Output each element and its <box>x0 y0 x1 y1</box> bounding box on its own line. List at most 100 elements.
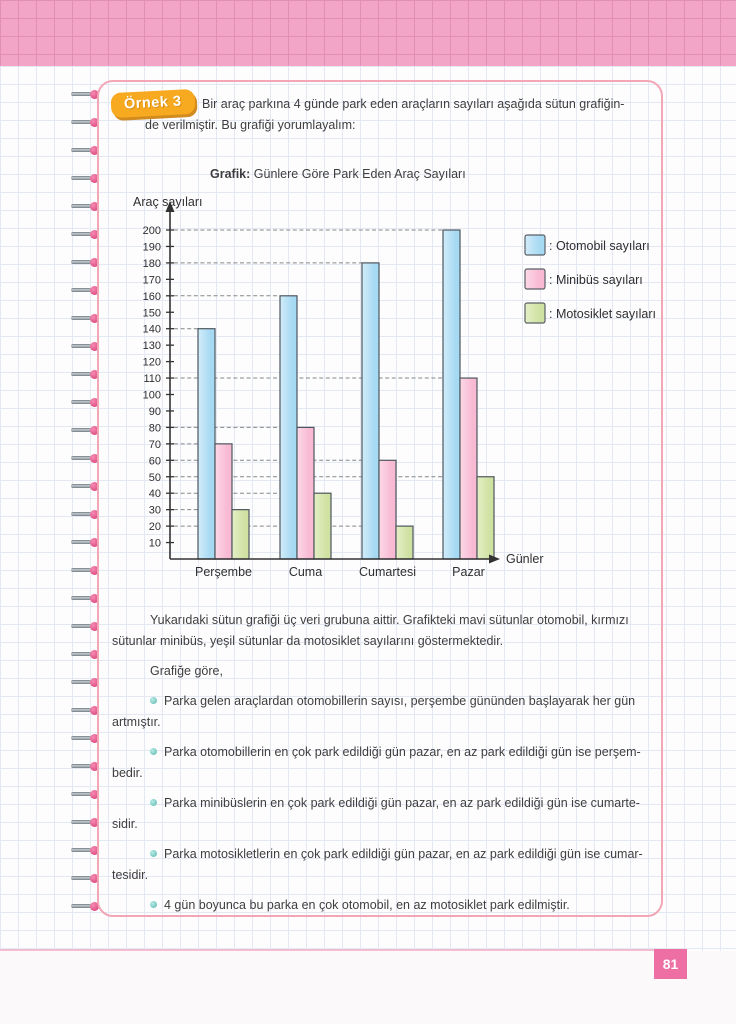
svg-text:Cuma: Cuma <box>289 565 322 579</box>
svg-text:110: 110 <box>143 373 161 385</box>
footer-rule <box>0 949 654 951</box>
binding-pin-icon <box>71 762 99 771</box>
bullet-dot-icon <box>150 850 157 857</box>
svg-text:: Motosiklet sayıları: : Motosiklet sayıları <box>549 307 656 321</box>
binding-pin-icon <box>71 510 99 519</box>
svg-text:100: 100 <box>143 390 161 402</box>
commentary-paragraph: Yukarıdaki sütun grafiği üç veri grubuna… <box>112 613 629 648</box>
binding-pin-icon <box>71 622 99 631</box>
bar-Cumartesi-Minibüs sayıları <box>378 459 397 560</box>
bar-Cuma-Minibüs sayıları <box>296 426 315 560</box>
binding-pin-icon <box>71 230 99 239</box>
svg-text:120: 120 <box>143 357 161 369</box>
bar-Cumartesi-Otomobil sayıları <box>361 262 380 560</box>
svg-text:170: 170 <box>143 274 161 286</box>
svg-text:: Minibüs sayıları: : Minibüs sayıları <box>549 273 643 287</box>
commentary: Yukarıdaki sütun grafiği üç veri grubuna… <box>112 610 660 925</box>
binding-pin-icon <box>71 426 99 435</box>
commentary-lead-in: Grafiğe göre, <box>150 664 223 678</box>
binding-pin-icon <box>71 398 99 407</box>
bullet-list: Parka gelen araçlardan otomobillerin say… <box>112 691 660 916</box>
bullet-text: Parka gelen araçlardan otomobillerin say… <box>112 694 636 729</box>
svg-text:Cumartesi: Cumartesi <box>359 565 416 579</box>
chart-title-text: Günlere Göre Park Eden Araç Sayıları <box>253 167 466 181</box>
binding-pin-icon <box>71 118 99 127</box>
bullet-text: Parka minibüslerin en çok park edildiği … <box>112 796 640 831</box>
binding-pin-icon <box>71 342 99 351</box>
legend-swatch-Minibüs sayıları <box>524 268 546 290</box>
svg-text:70: 70 <box>149 439 161 451</box>
example-card: Örnek 3 Bir araç parkına 4 günde park ed… <box>97 80 663 917</box>
chart-axes: 10 20 30 40 50 60 70 80 90 100 110 120 130 140 150 160 1… <box>133 195 544 579</box>
binding-pin-icon <box>71 566 99 575</box>
binding-pin-icon <box>71 594 99 603</box>
binding-pin-icon <box>71 818 99 827</box>
bar-Pazar-Otomobil sayıları <box>442 229 461 560</box>
bar-Cumartesi-Motosiklet sayıları <box>395 525 414 560</box>
binding-pin-icon <box>71 902 99 911</box>
svg-text:180: 180 <box>143 258 161 270</box>
svg-text:Günler: Günler <box>506 552 544 566</box>
binding-pin-icon <box>71 846 99 855</box>
bullet-item: Parka motosikletlerin en çok park edildi… <box>112 844 660 886</box>
svg-text:190: 190 <box>143 241 161 253</box>
binding-pin-icon <box>71 174 99 183</box>
bullet-text: Parka motosikletlerin en çok park edildi… <box>112 847 643 882</box>
chart-title: Grafik: Günlere Göre Park Eden Araç Sayı… <box>210 167 466 181</box>
svg-text:30: 30 <box>149 505 161 517</box>
bullet-item: Parka otomobillerin en çok park edildiği… <box>112 742 660 784</box>
bullet-dot-icon <box>150 748 157 755</box>
bar-Perşembe-Motosiklet sayıları <box>231 509 250 560</box>
svg-text:Perşembe: Perşembe <box>195 565 252 579</box>
binding-pin-icon <box>71 258 99 267</box>
svg-text:80: 80 <box>149 422 161 434</box>
bullet-dot-icon <box>150 901 157 908</box>
svg-text:20: 20 <box>149 521 161 533</box>
binding-pin-icon <box>71 454 99 463</box>
binding-pin-icon <box>71 146 99 155</box>
svg-text:130: 130 <box>143 340 161 352</box>
svg-text:90: 90 <box>149 406 161 418</box>
svg-text:150: 150 <box>143 307 161 319</box>
binding-pin-icon <box>71 790 99 799</box>
bullet-item: Parka minibüslerin en çok park edildiği … <box>112 793 660 835</box>
bar-Perşembe-Minibüs sayıları <box>214 443 233 560</box>
binding-pin-icon <box>71 370 99 379</box>
bar-Pazar-Minibüs sayıları <box>459 377 478 560</box>
bullet-item: Parka gelen araçlardan otomobillerin say… <box>112 691 660 733</box>
svg-text:50: 50 <box>149 472 161 484</box>
svg-text:200: 200 <box>143 225 161 237</box>
binding-pin-icon <box>71 286 99 295</box>
header-band <box>0 0 736 66</box>
chart-legend: : Otomobil sayıları : Minibüs sayıları : M… <box>524 234 656 324</box>
binding-pin-icon <box>71 482 99 491</box>
svg-text:140: 140 <box>143 324 161 336</box>
binding-pin-icon <box>71 706 99 715</box>
svg-text:40: 40 <box>149 488 161 500</box>
binding-pin-icon <box>71 90 99 99</box>
legend-swatch-Motosiklet sayıları <box>524 302 546 324</box>
chart-bars <box>197 229 495 560</box>
svg-text:Araç sayıları: Araç sayıları <box>133 195 202 209</box>
bullet-text: Parka otomobillerin en çok park edildiği… <box>112 745 641 780</box>
svg-text:Pazar: Pazar <box>452 565 485 579</box>
bar-Cuma-Otomobil sayıları <box>279 295 298 560</box>
bar-Pazar-Motosiklet sayıları <box>476 476 495 560</box>
svg-text:10: 10 <box>149 538 161 550</box>
binding-pin-icon <box>71 874 99 883</box>
bar-chart: 10 20 30 40 50 60 70 80 90 100 110 120 130 140 150 160 1… <box>133 195 656 579</box>
example-intro-text: Bir araç parkına 4 günde park eden araçl… <box>145 97 625 132</box>
bullet-text: 4 gün boyunca bu parka en çok otomobil, … <box>164 898 570 912</box>
bar-Perşembe-Otomobil sayıları <box>197 328 216 560</box>
binding-pin-icon <box>71 202 99 211</box>
page-number-badge: 81 <box>654 949 687 979</box>
bullet-dot-icon <box>150 799 157 806</box>
chart-title-label: Grafik: <box>210 167 251 181</box>
binding-pin-icon <box>71 538 99 547</box>
svg-text:: Otomobil sayıları: : Otomobil sayıları <box>549 239 650 253</box>
bullet-item: 4 gün boyunca bu parka en çok otomobil, … <box>112 895 660 916</box>
binding-pin-icon <box>71 734 99 743</box>
bar-Cuma-Motosiklet sayıları <box>313 492 332 560</box>
binding-pin-icon <box>71 650 99 659</box>
